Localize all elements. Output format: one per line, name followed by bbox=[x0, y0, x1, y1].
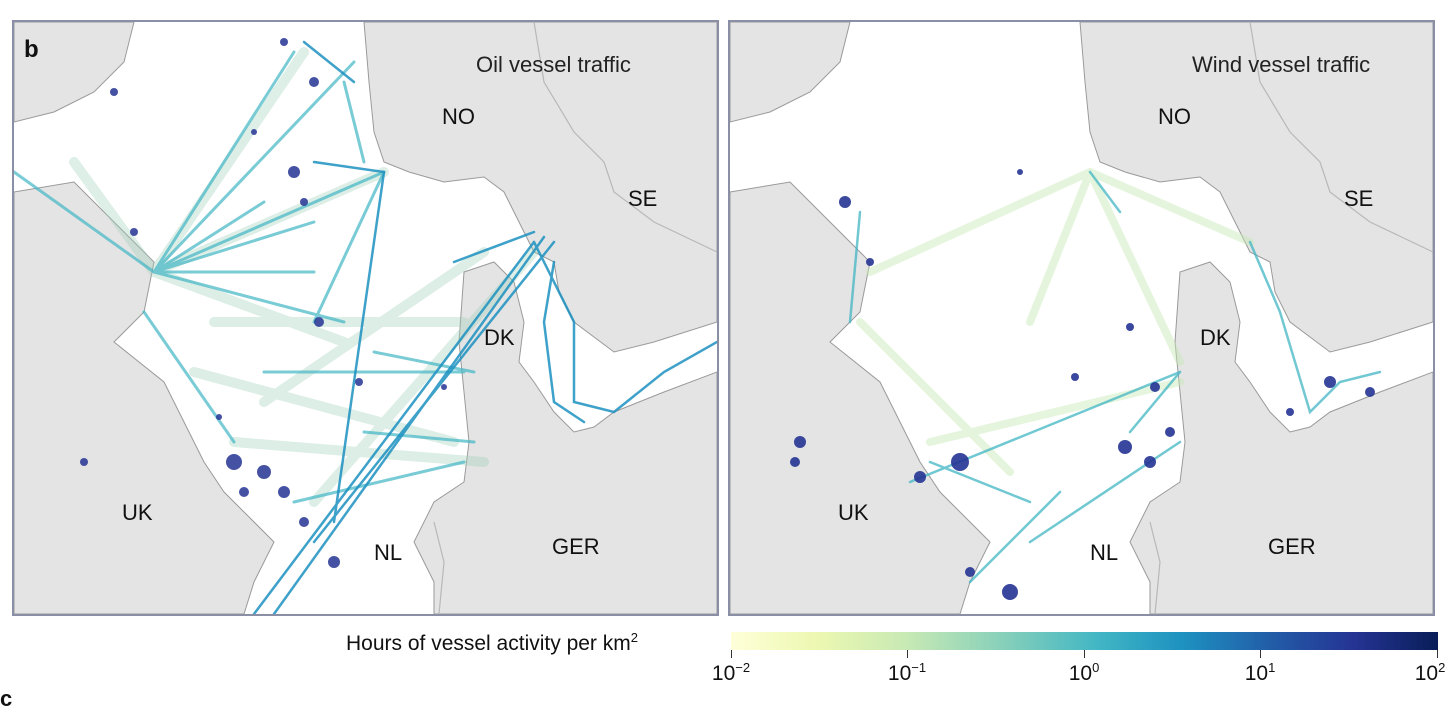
colorbar-tick-label: 102 bbox=[1414, 660, 1446, 685]
land-uk bbox=[14, 181, 275, 614]
colorbar-tick bbox=[1437, 650, 1438, 658]
colorbar bbox=[731, 632, 1438, 650]
oil-traffic-lanes bbox=[14, 40, 717, 614]
land-scandinavia bbox=[363, 22, 717, 353]
country-label-se: SE bbox=[1344, 186, 1374, 211]
colorbar-tick-label: 10−1 bbox=[887, 660, 927, 685]
panel-letter: b bbox=[24, 36, 39, 63]
country-label-dk: DK bbox=[1200, 325, 1231, 350]
oil-traffic-map bbox=[14, 22, 717, 614]
land-scandinavia bbox=[1079, 22, 1433, 353]
country-label-ger: GER bbox=[1268, 534, 1316, 559]
colorbar-tick-label: 10−2 bbox=[711, 660, 751, 685]
colorbar-tick-label: 100 bbox=[1068, 660, 1100, 685]
panel-title-oil: Oil vessel traffic bbox=[476, 52, 631, 77]
country-label-dk: DK bbox=[484, 325, 515, 350]
land-uk bbox=[730, 181, 991, 614]
colorbar-tick bbox=[1084, 650, 1085, 658]
wind-traffic-lanes bbox=[848, 168, 1382, 584]
border-no-se bbox=[1249, 22, 1433, 253]
country-label-no: NO bbox=[442, 104, 475, 129]
country-label-ger: GER bbox=[552, 534, 600, 559]
border-nl-ger bbox=[433, 521, 445, 614]
wind-activity-hotspots bbox=[790, 169, 1375, 600]
next-panel-letter: c bbox=[0, 686, 13, 711]
land-denmark bbox=[413, 261, 717, 614]
legend-title-text: Hours of vessel activity per km bbox=[346, 632, 631, 655]
oil-traffic-map-panel: b Oil vessel traffic NO SE DK UK NL GER bbox=[12, 20, 719, 616]
land-uk-north bbox=[14, 22, 135, 123]
country-label-nl: NL bbox=[1090, 540, 1119, 565]
oil-activity-hotspots bbox=[80, 38, 447, 568]
colorbar-tick-label: 101 bbox=[1244, 660, 1276, 685]
legend-title: Hours of vessel activity per km2 bbox=[346, 630, 638, 656]
legend-title-unit-exponent: 2 bbox=[630, 630, 638, 645]
country-label-nl: NL bbox=[374, 540, 403, 565]
border-no-se bbox=[533, 22, 717, 253]
panel-title-wind: Wind vessel traffic bbox=[1192, 52, 1371, 77]
wind-traffic-map bbox=[730, 22, 1433, 614]
land-denmark bbox=[1129, 261, 1433, 614]
colorbar-tick bbox=[1260, 650, 1261, 658]
colorbar-tick bbox=[907, 650, 908, 658]
country-label-no: NO bbox=[1158, 104, 1191, 129]
wind-traffic-map-panel: Wind vessel traffic NO SE DK UK NL GER bbox=[728, 20, 1435, 616]
country-label-uk: UK bbox=[122, 500, 153, 525]
country-label-uk: UK bbox=[838, 500, 869, 525]
border-nl-ger bbox=[1149, 521, 1161, 614]
colorbar-tick bbox=[731, 650, 732, 658]
land-uk-north bbox=[730, 22, 851, 123]
country-label-se: SE bbox=[628, 186, 658, 211]
